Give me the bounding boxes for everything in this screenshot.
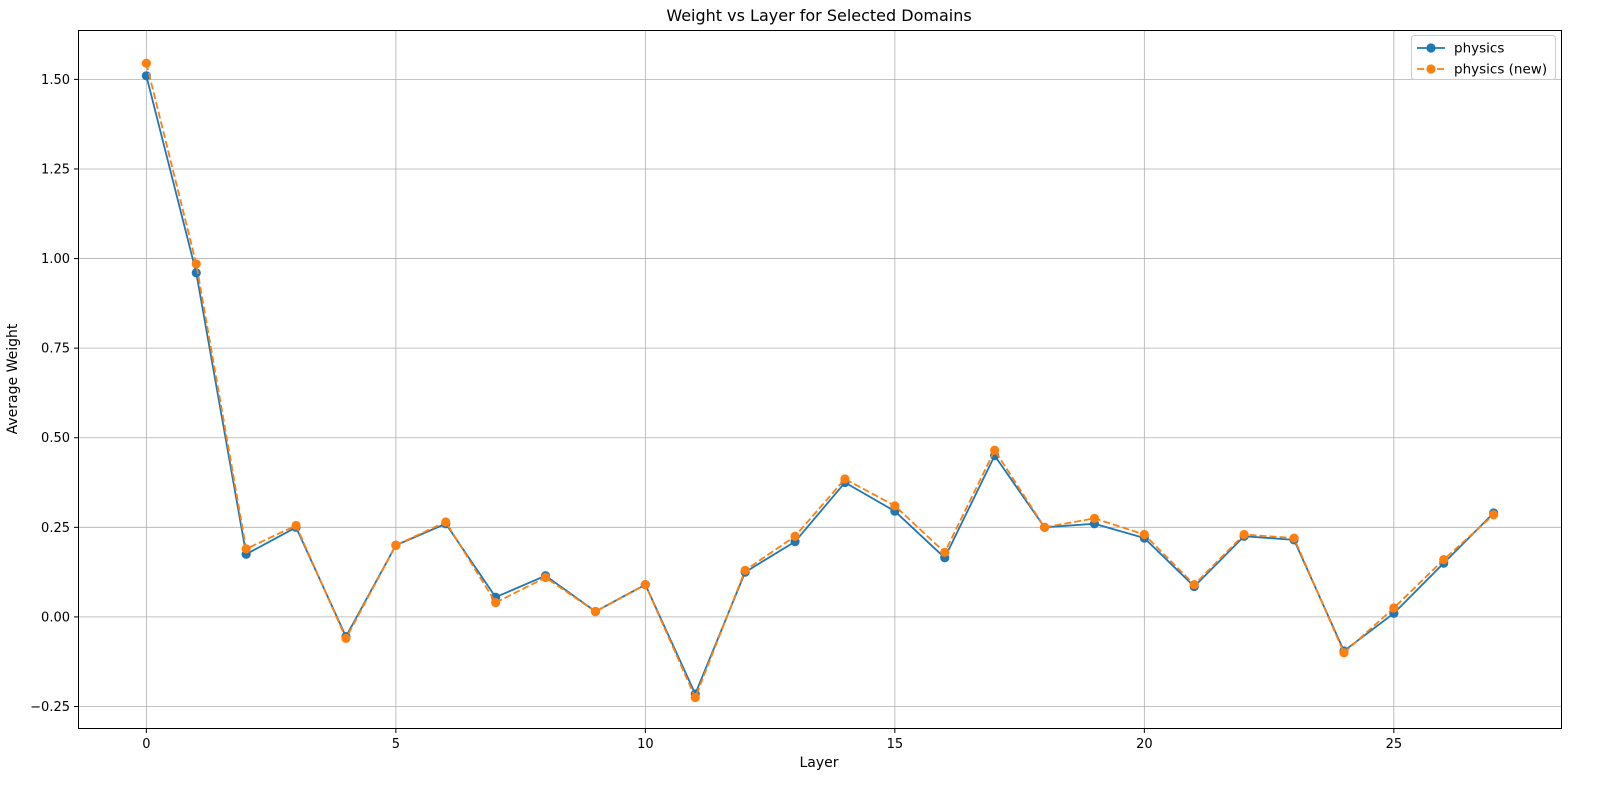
series-2-point: [1439, 554, 1449, 565]
series-2-point: [1189, 580, 1199, 590]
series-2-point: [590, 606, 601, 617]
y-axis-ticks: −0.25 0.00 0.25 0.50 0.75 1.00 1.25 1.50: [30, 73, 79, 715]
series-2-point: [141, 58, 151, 68]
series-2-point: [540, 572, 551, 583]
series-2-point: [1039, 522, 1050, 532]
series-2-point: [1239, 529, 1249, 540]
grid-lines: [79, 31, 1561, 728]
series-layer: [141, 58, 1499, 703]
series-2-point: [391, 540, 401, 550]
y-tick-label: 0.50: [41, 431, 70, 446]
series-2-point: [690, 692, 700, 703]
legend-box: [1411, 35, 1556, 80]
legend-marker-1: [1426, 43, 1436, 53]
series-2-point: [840, 474, 850, 484]
series-2-point: [241, 544, 251, 554]
y-axis-label: Average Weight: [5, 323, 21, 434]
series-2-point: [491, 597, 501, 608]
legend-label-1: physics: [1454, 41, 1504, 57]
series-2-point: [740, 565, 750, 575]
series-2-point: [1089, 513, 1100, 523]
legend: physics physics (new): [1411, 35, 1556, 80]
series-2-point: [441, 517, 451, 527]
series-2-point: [990, 445, 1000, 455]
x-tick-label: 0: [142, 737, 150, 752]
y-tick-label: 0.75: [41, 342, 70, 357]
x-tick-label: 10: [637, 737, 654, 752]
series-1-point: [191, 268, 201, 278]
series-line-1: [145, 75, 1495, 695]
legend-marker-2: [1426, 64, 1436, 74]
x-tick-label: 15: [887, 737, 904, 752]
y-tick-label: 1.25: [41, 162, 70, 177]
x-tick-label: 20: [1136, 737, 1153, 752]
series-2-point: [640, 580, 650, 590]
series-2-point: [291, 520, 301, 531]
series-2-point: [191, 259, 201, 269]
x-tick-label: 25: [1386, 737, 1403, 752]
chart-title: Weight vs Layer for Selected Domains: [666, 6, 971, 25]
x-axis-ticks: 0 5 10 15 20 25: [142, 728, 1402, 752]
y-tick-label: 0.25: [41, 521, 70, 536]
x-tick-label: 5: [392, 737, 400, 752]
series-2-point: [1139, 529, 1149, 540]
series-2-point: [940, 547, 950, 558]
series-line-2: [145, 63, 1495, 699]
series-2-point: [1489, 510, 1499, 520]
y-tick-label: 1.50: [41, 73, 70, 88]
y-tick-label: 0.00: [41, 610, 70, 625]
series-2-point: [1289, 533, 1299, 543]
series-2-point: [790, 531, 800, 541]
series-2-point: [1339, 648, 1349, 658]
legend-label-2: physics (new): [1454, 62, 1547, 78]
x-axis-label: Layer: [799, 755, 838, 771]
plot-frame: [78, 30, 1562, 729]
series-2-point: [890, 501, 900, 511]
y-tick-label: −0.25: [30, 700, 70, 715]
y-tick-label: 1.00: [41, 252, 70, 267]
series-2-point: [341, 633, 351, 644]
series-2-point: [1389, 603, 1399, 613]
